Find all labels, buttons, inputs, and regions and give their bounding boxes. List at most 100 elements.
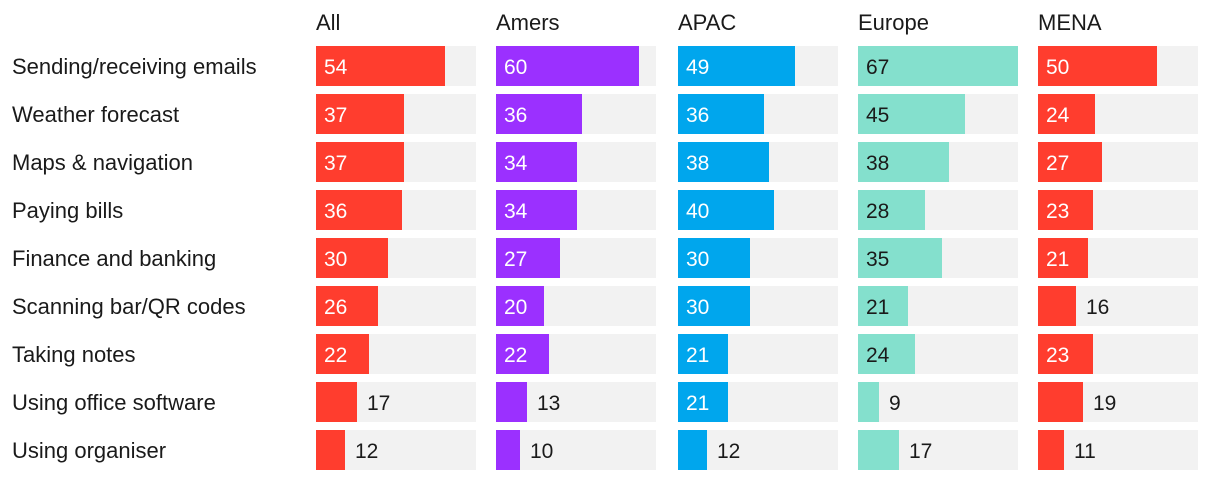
bar	[858, 382, 879, 422]
value-label: 16	[1086, 296, 1109, 319]
value-label: 30	[324, 248, 347, 271]
panel-europe: Europe 67 45 38 28 35 21 24 9 17	[858, 10, 1018, 470]
row-label: Paying bills	[12, 198, 123, 223]
bar-track	[858, 382, 1018, 422]
value-label: 49	[686, 56, 709, 79]
bar	[316, 190, 402, 230]
panel-header: MENA	[1038, 10, 1102, 35]
bar	[1038, 334, 1093, 374]
value-label: 38	[866, 152, 889, 175]
bar	[858, 94, 965, 134]
value-label: 36	[504, 104, 527, 127]
bar	[496, 382, 527, 422]
value-label: 45	[866, 104, 889, 127]
bar	[1038, 142, 1102, 182]
value-label: 12	[717, 440, 740, 463]
panel-header: Amers	[496, 10, 560, 35]
panel-header: Europe	[858, 10, 929, 35]
value-label: 36	[686, 104, 709, 127]
value-label: 22	[504, 344, 527, 367]
panel-apac: APAC 49 36 38 40 30 30 21 21 12	[678, 10, 838, 470]
bar	[678, 94, 764, 134]
bar	[858, 430, 899, 470]
value-label: 40	[686, 200, 709, 223]
bar	[316, 238, 388, 278]
value-label: 30	[686, 248, 709, 271]
row-label: Weather forecast	[12, 102, 179, 127]
bar	[1038, 430, 1064, 470]
value-label: 34	[504, 200, 528, 223]
value-label: 20	[504, 296, 527, 319]
value-label: 12	[355, 440, 378, 463]
row-label: Sending/receiving emails	[12, 54, 257, 79]
value-label: 60	[504, 56, 527, 79]
value-label: 24	[1046, 104, 1070, 127]
row-label: Finance and banking	[12, 246, 216, 271]
bar	[678, 334, 728, 374]
bar	[858, 238, 942, 278]
bar	[316, 286, 378, 326]
bar	[496, 430, 520, 470]
value-label: 54	[324, 56, 348, 79]
bar	[496, 238, 560, 278]
panel-header: All	[316, 10, 340, 35]
value-label: 21	[686, 392, 709, 415]
panel-all: All 54 37 37 36 30 26 22 17 12	[316, 10, 476, 470]
bar	[858, 46, 1018, 86]
bar	[678, 190, 774, 230]
value-label: 21	[686, 344, 709, 367]
bar	[496, 190, 577, 230]
bar	[678, 46, 795, 86]
bar-track	[496, 430, 656, 470]
value-label: 9	[889, 392, 901, 415]
value-label: 28	[866, 200, 889, 223]
value-label: 21	[1046, 248, 1069, 271]
bar	[316, 46, 445, 86]
value-label: 10	[530, 440, 553, 463]
bar	[316, 382, 357, 422]
bar	[1038, 238, 1088, 278]
panel-amers: Amers 60 36 34 34 27 20 22 13 10	[496, 10, 656, 470]
bar	[1038, 94, 1095, 134]
bar	[678, 382, 728, 422]
bar-track	[1038, 430, 1198, 470]
bar	[678, 286, 750, 326]
row-label: Maps & navigation	[12, 150, 193, 175]
value-label: 34	[504, 152, 528, 175]
bar	[678, 142, 769, 182]
row-label: Taking notes	[12, 342, 136, 367]
bar	[496, 286, 544, 326]
value-label: 36	[324, 200, 347, 223]
value-label: 24	[866, 344, 890, 367]
value-label: 27	[504, 248, 527, 271]
bar	[496, 94, 582, 134]
bar	[858, 286, 908, 326]
value-label: 30	[686, 296, 709, 319]
value-label: 38	[686, 152, 709, 175]
value-label: 22	[324, 344, 347, 367]
value-label: 17	[367, 392, 390, 415]
bar	[316, 94, 404, 134]
bar	[858, 334, 915, 374]
bar	[1038, 190, 1093, 230]
bar	[678, 430, 707, 470]
value-label: 37	[324, 152, 347, 175]
row-label: Scanning bar/QR codes	[12, 294, 246, 319]
bar	[496, 46, 639, 86]
bar	[496, 142, 577, 182]
value-label: 21	[866, 296, 889, 319]
row-label: Using office software	[12, 390, 216, 415]
bar	[496, 334, 549, 374]
value-label: 27	[1046, 152, 1069, 175]
bar	[858, 190, 925, 230]
panels: All 54 37 37 36 30 26 22 17 12 Amers 60 36 34 34 27 20 22…	[316, 10, 1198, 470]
bar	[316, 334, 369, 374]
value-label: 50	[1046, 56, 1069, 79]
row-labels: Sending/receiving emails Weather forecast…	[12, 54, 257, 463]
value-label: 17	[909, 440, 932, 463]
panel-mena: MENA 50 24 27 23 21 16 23 19 11	[1038, 10, 1198, 470]
value-label: 23	[1046, 200, 1069, 223]
value-label: 67	[866, 56, 889, 79]
bar	[858, 142, 949, 182]
